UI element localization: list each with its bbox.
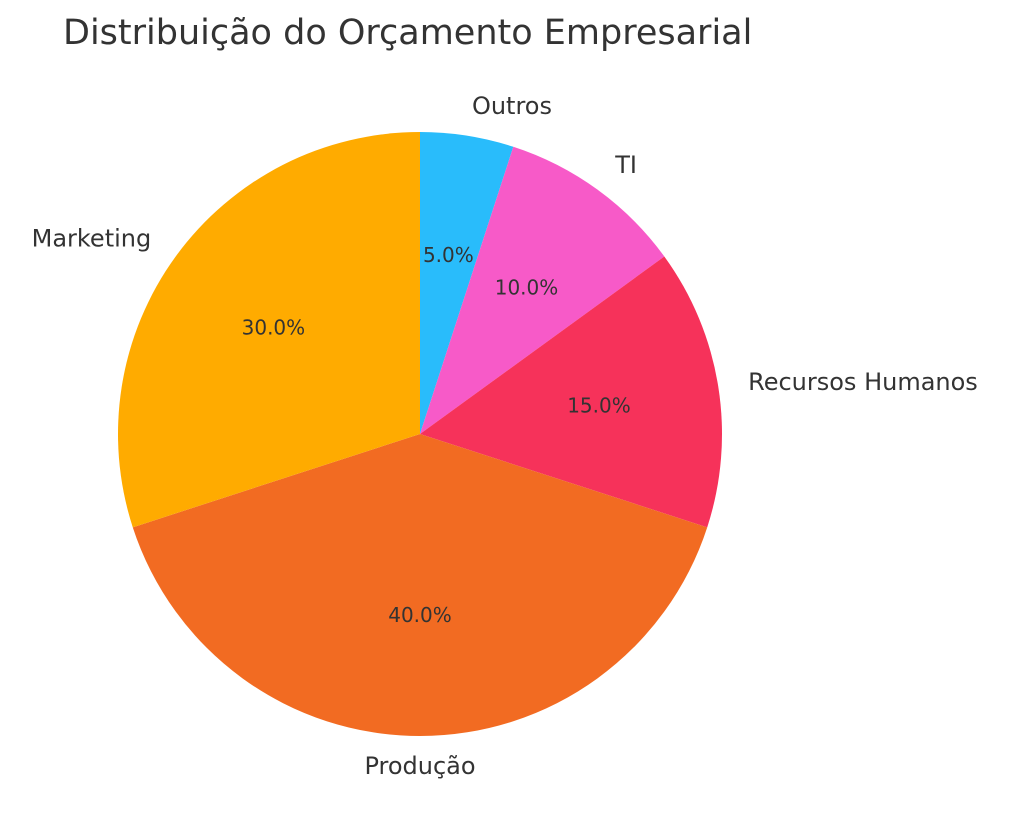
- pie-slice-ti: [420, 146, 665, 434]
- pie-slice-outros: [420, 132, 514, 434]
- percent-label-outros: 5.0%: [423, 243, 474, 267]
- category-label-producao: Produção: [364, 752, 475, 780]
- pie-slice-producao: [132, 434, 708, 736]
- percent-labels: 5.0% 10.0% 15.0% 40.0% 30.0%: [242, 243, 631, 627]
- percent-label-ti: 10.0%: [495, 275, 559, 299]
- pie-slice-recursos-humanos: [420, 256, 723, 528]
- category-labels: Outros TI Recursos Humanos Produção Marketin…: [32, 92, 978, 780]
- category-label-outros: Outros: [472, 92, 552, 120]
- percent-label-recursos-humanos: 15.0%: [567, 394, 631, 418]
- chart-title: Distribuição do Orçamento Empresarial: [63, 13, 753, 53]
- pie-slices: [117, 132, 723, 736]
- percent-label-producao: 40.0%: [388, 603, 452, 627]
- pie-slice-marketing: [117, 132, 420, 528]
- category-label-recursos-humanos: Recursos Humanos: [748, 368, 978, 396]
- category-label-marketing: Marketing: [32, 225, 152, 253]
- percent-label-marketing: 30.0%: [242, 315, 306, 339]
- category-label-ti: TI: [614, 151, 637, 179]
